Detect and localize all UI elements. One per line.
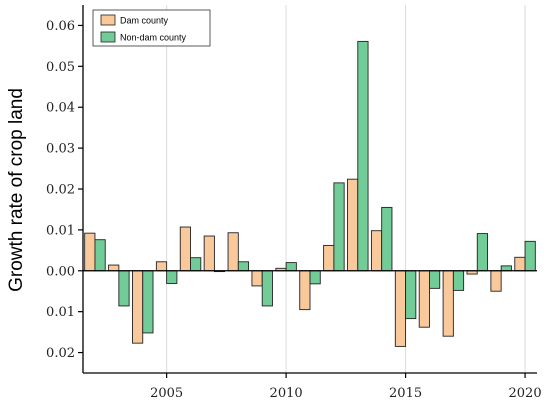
bar-dam-2008 xyxy=(227,232,239,272)
bar-dam-2015 xyxy=(394,270,407,347)
bar-dam-2017 xyxy=(442,270,454,337)
bar-non-dam-2010 xyxy=(285,262,297,272)
bar-dam-2003 xyxy=(108,264,120,272)
axes xyxy=(78,5,537,378)
y-tick-label: 0.01 xyxy=(46,305,75,320)
bar-non-dam-2005 xyxy=(166,270,178,284)
bar-non-dam-2003 xyxy=(118,270,130,307)
bars xyxy=(84,40,536,347)
bar-dam-2007 xyxy=(203,235,215,272)
bar-non-dam-2012 xyxy=(333,182,345,272)
y-tick-label: 0.03 xyxy=(46,142,75,157)
x-tick-label: 2005 xyxy=(150,386,183,401)
y-tick-label: 0.04 xyxy=(46,101,75,116)
bar-dam-2002 xyxy=(84,232,96,272)
legend-swatch-dam xyxy=(100,14,116,26)
x-tick-label: 2020 xyxy=(509,386,542,401)
bar-non-dam-2002 xyxy=(94,239,106,272)
bar-non-dam-2008 xyxy=(237,261,250,272)
bar-dam-2006 xyxy=(179,226,191,272)
legend-swatch-non-dam xyxy=(100,31,116,43)
bar-non-dam-2017 xyxy=(452,270,465,291)
bar-dam-2004 xyxy=(132,270,144,344)
legend-label-non-dam: Non-dam county xyxy=(120,33,187,43)
bar-non-dam-2014 xyxy=(381,206,393,272)
x-tick-label: 2015 xyxy=(389,386,422,401)
bar-non-dam-2016 xyxy=(429,270,441,289)
y-tick-label: 0.00 xyxy=(46,264,75,279)
bar-non-dam-2009 xyxy=(261,270,273,307)
legend-label-dam: Dam county xyxy=(120,16,169,26)
y-axis-label: Growth rate of crop land xyxy=(6,88,27,292)
bar-non-dam-2020 xyxy=(524,240,536,272)
bar-non-dam-2011 xyxy=(309,270,321,285)
legend: Dam county Non-dam county xyxy=(92,9,211,47)
bar-dam-2020 xyxy=(514,256,526,272)
bar-dam-2011 xyxy=(299,270,311,311)
y-tick-label: 0.02 xyxy=(46,183,75,198)
x-tick-label: 2010 xyxy=(270,386,303,401)
bar-non-dam-2015 xyxy=(405,270,417,320)
grid-lines xyxy=(166,5,526,373)
bar-dam-2005 xyxy=(155,261,168,272)
y-tick-label: 0.05 xyxy=(46,60,75,75)
y-tick-label: 0.02 xyxy=(46,346,75,361)
bar-dam-2012 xyxy=(323,244,335,272)
bar-dam-2019 xyxy=(490,270,502,292)
bar-non-dam-2019 xyxy=(500,265,512,272)
bar-dam-2014 xyxy=(370,230,383,272)
bar-non-dam-2006 xyxy=(190,257,202,272)
y-tick-label: 0.01 xyxy=(46,223,75,238)
bar-dam-2016 xyxy=(418,270,430,328)
bar-non-dam-2004 xyxy=(142,270,154,334)
bar-non-dam-2013 xyxy=(357,40,369,272)
bar-dam-2013 xyxy=(347,178,359,272)
bar-dam-2009 xyxy=(251,270,263,287)
y-tick-label: 0.06 xyxy=(46,19,75,34)
tick-labels: 0.02 0.01 0.00 0.01 0.02 0.03 0.04 0.05 0.06 2005… xyxy=(46,19,542,401)
bar-non-dam-2018 xyxy=(476,233,488,272)
